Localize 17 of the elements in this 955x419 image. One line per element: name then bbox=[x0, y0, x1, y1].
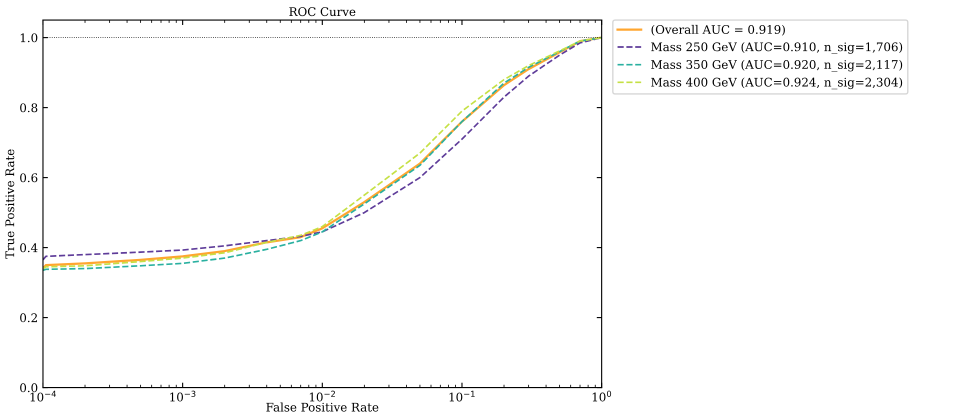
y-tick-label: 0.6 bbox=[20, 173, 38, 182]
legend-label: Mass 350 GeV (AUC=0.920, n_sig=2,117) bbox=[651, 60, 902, 72]
y-tick-label: 1.0 bbox=[20, 33, 38, 42]
y-tick-label: 0.4 bbox=[20, 243, 38, 252]
chart-title: ROC Curve bbox=[289, 7, 356, 16]
legend-label: Mass 400 GeV (AUC=0.924, n_sig=2,304) bbox=[651, 77, 902, 90]
x-tick-label: 10$^{−1}$ bbox=[450, 390, 475, 402]
x-tick-label: 10$^{−2}$ bbox=[310, 390, 335, 402]
y-tick-label: 0.8 bbox=[20, 103, 38, 112]
y-tick-label: 0.2 bbox=[20, 313, 37, 322]
x-tick-label: 10$^{−3}$ bbox=[170, 390, 196, 402]
x-tick-label: 10$^{0}$ bbox=[592, 390, 612, 402]
legend-label: (Overall AUC = 0.919) bbox=[652, 24, 785, 36]
y-tick-label: 0.0 bbox=[20, 383, 38, 392]
x-axis-title: False Positive Rate bbox=[266, 402, 378, 412]
legend-label: Mass 250 GeV (AUC=0.910, n_sig=1,706) bbox=[651, 42, 902, 54]
y-axis-title: True Positive Rate bbox=[5, 149, 14, 259]
